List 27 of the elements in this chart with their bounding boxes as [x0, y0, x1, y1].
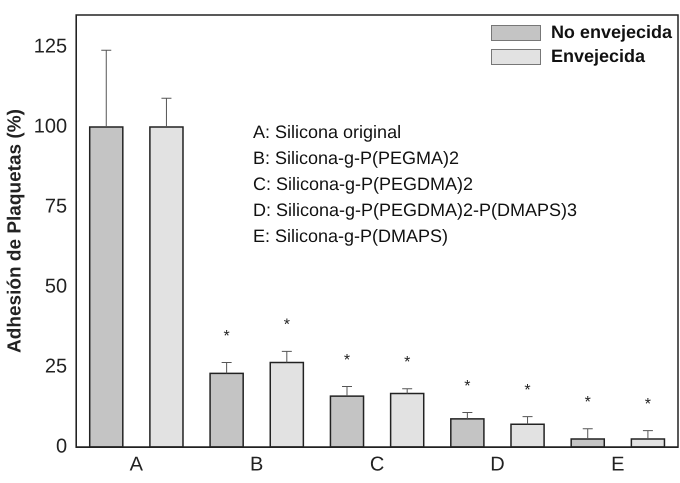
data-label: *	[464, 378, 470, 395]
data-label: *	[644, 396, 652, 414]
annotation: A: Silicona original	[253, 121, 402, 144]
annotation: C: Silicona-g-P(PEGDMA)2	[253, 173, 474, 196]
data-label: *	[524, 382, 531, 400]
x-tick-label: D	[490, 454, 505, 476]
annotation: E: Silicona-g-P(DMAPS)	[253, 225, 450, 248]
data-label: *	[404, 354, 410, 372]
data-label: *	[584, 394, 591, 412]
y-axis-title: Adhesión de Plaquetas (%)	[4, 109, 26, 353]
legend-label: No envejecida	[550, 22, 672, 43]
data-label: *	[284, 316, 290, 334]
y-tick-label: 100	[34, 116, 68, 138]
annotation: D: Silicona-g-P(PEGDMA)2-P(DMAPS)3	[253, 199, 578, 222]
x-tick-label: B	[250, 454, 264, 476]
annotation: B: Silicona-g-P(PEGMA)2	[253, 147, 460, 170]
y-tick-label: 125	[34, 36, 68, 58]
x-tick-label: A	[130, 454, 144, 476]
y-tick-label: 50	[44, 276, 68, 298]
y-tick-label: 0	[56, 436, 68, 458]
y-tick-label: 25	[44, 356, 68, 378]
data-label: *	[224, 328, 230, 345]
x-tick-label: E	[611, 454, 624, 476]
y-tick-label: 75	[44, 196, 68, 218]
legend-label: Envejecida	[550, 46, 645, 67]
data-label: *	[344, 352, 350, 369]
x-tick-label: C	[370, 454, 384, 476]
